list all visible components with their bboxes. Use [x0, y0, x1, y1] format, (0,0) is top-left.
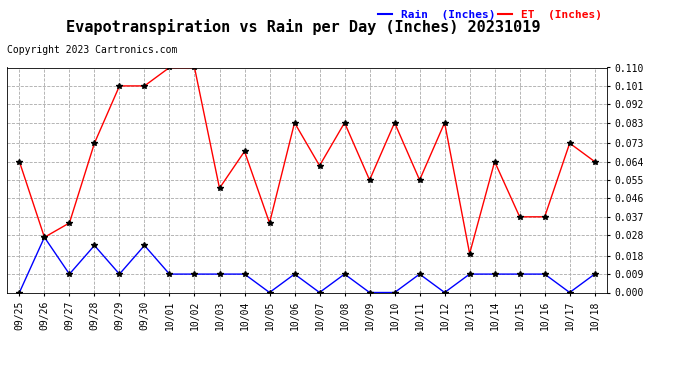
Legend: Rain  (Inches), ET  (Inches): Rain (Inches), ET (Inches): [378, 10, 602, 20]
Text: Copyright 2023 Cartronics.com: Copyright 2023 Cartronics.com: [7, 45, 177, 55]
Text: Evapotranspiration vs Rain per Day (Inches) 20231019: Evapotranspiration vs Rain per Day (Inch…: [66, 19, 541, 35]
